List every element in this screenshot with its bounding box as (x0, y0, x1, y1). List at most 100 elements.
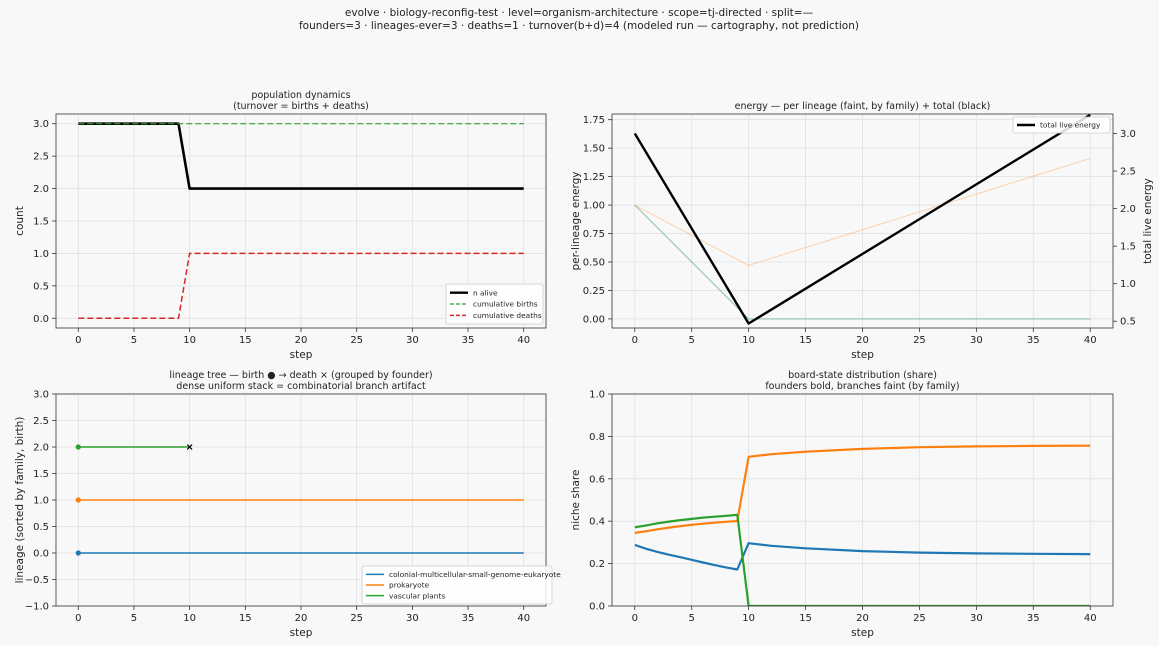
panel-tree: 0 5 10 15 20 25 30 35 40 −1.0 −0.5 0.0 0.5 1.0 1.5 2.0 2… (14, 370, 561, 639)
population-title-line-2: (turnover = births + deaths) (233, 101, 369, 112)
share-ytick-label: 0.8 (589, 432, 605, 443)
energy-ytick-label: 1.25 (583, 172, 605, 183)
tree-ytick-label: 1.5 (33, 469, 49, 480)
energy-legend-box (1012, 116, 1111, 134)
energy-series-0-line (634, 204, 1091, 320)
energy-xtick-label: 35 (1027, 335, 1040, 346)
share-xtick-label: 0 (632, 613, 638, 624)
energy-series-1-line (634, 157, 1091, 266)
tree-ylabel: lineage (sorted by family, birth) (14, 417, 26, 584)
population-xtick-label: 5 (131, 335, 137, 346)
panel-energy: 0 5 10 15 20 25 30 35 40 0.00 0.25 0.50 0.75 1.00 1.25… (570, 101, 1154, 361)
energy-ytick-label: 0.75 (583, 229, 605, 240)
share-xtick-label: 5 (689, 613, 695, 624)
tree-ytick-label: 2.0 (33, 443, 49, 454)
population-ytick-label: 2.5 (33, 152, 49, 163)
energy-ytick-label: 0.50 (583, 257, 605, 268)
population-ylabel: count (14, 206, 26, 236)
energy-xtick-label: 0 (632, 335, 638, 346)
energy-ytick-right-label: 2.0 (1120, 204, 1136, 215)
energy-ytick-right-label: 3.0 (1120, 129, 1136, 140)
energy-ytick-label: 1.50 (583, 144, 605, 155)
energy-series-3-line (633, 114, 1091, 325)
energy-ytick-right-label: 1.0 (1120, 279, 1136, 290)
suptitle-line-2: founders=3 · lineages-ever=3 · deaths=1 … (299, 20, 859, 32)
population-xtick-label: 20 (295, 335, 308, 346)
tree-series-2-birth-dot (75, 444, 81, 450)
energy-ytick-label: 0.00 (583, 314, 605, 325)
population-xtick-label: 15 (239, 335, 252, 346)
tree-ytick-label: 1.0 (33, 496, 49, 507)
population-series-group (78, 122, 524, 320)
energy-series-2-line (634, 204, 1091, 320)
tree-legend-label: prokaryote (389, 581, 430, 590)
panel-population: 0 5 10 15 20 25 30 35 40 0.0 0.5 1.0 1.5 2.0 2.5 3.0 ste… (14, 90, 547, 361)
energy-xtick-label: 30 (970, 335, 983, 346)
tree-title-line-2: dense uniform stack = combinatorial bran… (176, 381, 426, 392)
population-legend: n alive cumulative births cumulative death… (445, 283, 544, 325)
share-xtick-label: 10 (742, 613, 755, 624)
population-series-2-line (78, 252, 524, 320)
energy-legend: total live energy (1012, 116, 1111, 134)
population-title-line-1: population dynamics (251, 90, 350, 101)
energy-xtick-label: 10 (742, 335, 755, 346)
tree-xlabel: step (290, 627, 313, 639)
share-xtick-label: 15 (799, 613, 812, 624)
energy-title-line-1: energy — per lineage (faint, by family) … (735, 101, 991, 112)
share-xtick-label: 25 (913, 613, 926, 624)
energy-legend-label: total live energy (1040, 121, 1101, 130)
energy-xtick-label: 40 (1084, 335, 1097, 346)
energy-ylabel-right: total live energy (1142, 178, 1154, 264)
share-series-group (634, 444, 1091, 606)
energy-xtick-label: 20 (856, 335, 869, 346)
share-series-0-line (634, 542, 1091, 571)
tree-xtick-label: 25 (350, 613, 363, 624)
tree-xtick-label: 35 (462, 613, 475, 624)
tree-ytick-label: −0.5 (25, 575, 49, 586)
share-ytick-label: 0.0 (589, 602, 605, 613)
tree-ytick-label: 3.0 (33, 390, 49, 401)
energy-xtick-label: 5 (689, 335, 695, 346)
population-xtick-label: 0 (75, 335, 81, 346)
population-ytick-label: 0.0 (33, 314, 49, 325)
tree-ytick-label: 0.5 (33, 522, 49, 533)
population-legend-box (445, 283, 544, 325)
tree-xtick-label: 0 (75, 613, 81, 624)
energy-ytick-right-label: 1.5 (1120, 242, 1136, 253)
share-ylabel: niche share (570, 470, 582, 531)
tree-title-line-1: lineage tree — birth ● → death × (groupe… (169, 370, 432, 381)
share-xtick-label: 35 (1027, 613, 1040, 624)
tree-legend: colonial-multicellular-small-genome-euka… (361, 565, 561, 605)
population-ytick-label: 1.5 (33, 217, 49, 228)
population-legend-label: n alive (473, 288, 498, 297)
suptitle-line-1: evolve · biology-reconfig-test · level=o… (345, 7, 813, 19)
tree-ytick-label: 0.0 (33, 549, 49, 560)
population-xtick-label: 25 (350, 335, 363, 346)
population-ytick-label: 1.0 (33, 249, 49, 260)
share-xtick-label: 40 (1084, 613, 1097, 624)
tree-series-1-birth-dot (75, 497, 81, 503)
tree-ytick-label: 2.5 (33, 416, 49, 427)
population-xtick-label: 35 (462, 335, 475, 346)
share-ytick-label: 0.6 (589, 474, 605, 485)
population-ytick-label: 3.0 (33, 119, 49, 130)
share-series-1-line (634, 444, 1091, 534)
tree-ytick-label: −1.0 (25, 602, 49, 613)
panel-share: 0 5 10 15 20 25 30 35 40 0.0 0.2 0.4 0.6 0.8 1.0 step ni… (570, 370, 1114, 639)
share-xtick-label: 30 (970, 613, 983, 624)
tree-xtick-label: 40 (517, 613, 530, 624)
share-ytick-label: 1.0 (589, 390, 605, 401)
tree-xtick-label: 15 (239, 613, 252, 624)
share-series-2-line (634, 513, 1091, 606)
share-xlabel: step (851, 627, 874, 639)
tree-legend-label: vascular plants (389, 591, 445, 600)
tree-xtick-label: 30 (406, 613, 419, 624)
share-title-line-1: board-state distribution (share) (788, 370, 937, 381)
share-ytick-label: 0.2 (589, 559, 605, 570)
population-xtick-label: 40 (517, 335, 530, 346)
population-xlabel: step (290, 349, 313, 361)
energy-ylabel: per-lineage energy (570, 172, 582, 271)
tree-xtick-label: 5 (131, 613, 137, 624)
energy-ytick-label: 1.75 (583, 115, 605, 126)
